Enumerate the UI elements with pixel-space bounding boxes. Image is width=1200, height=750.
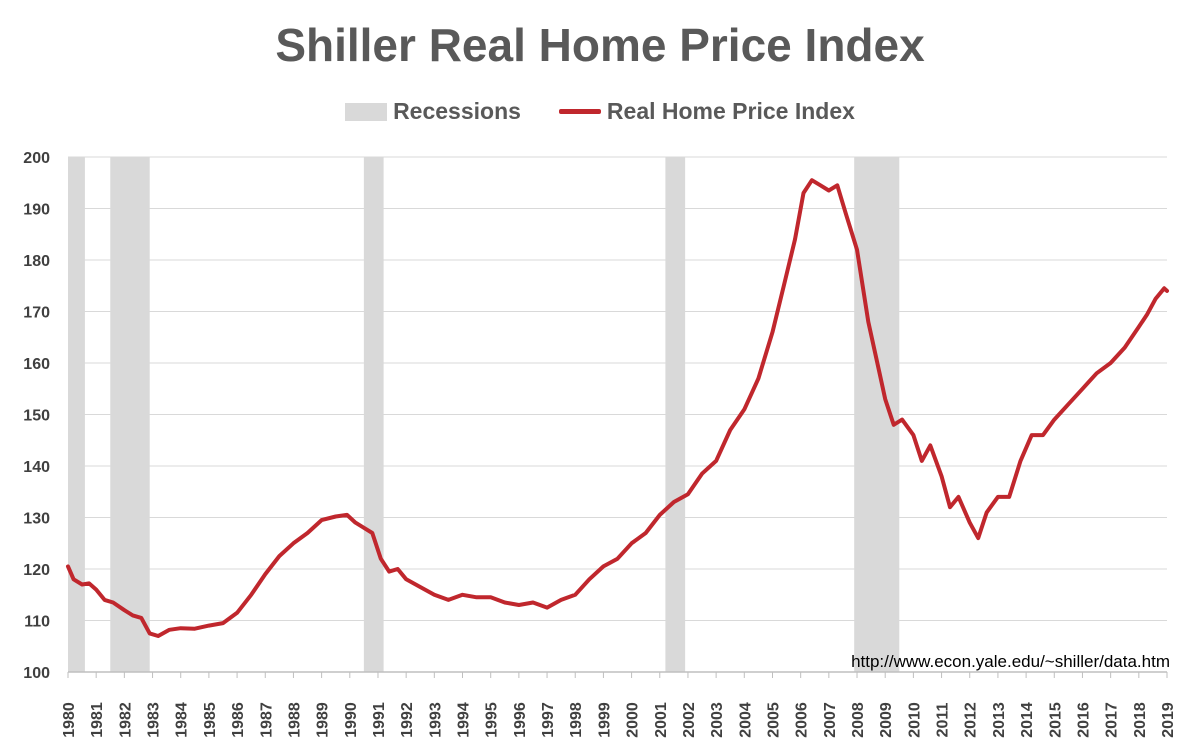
legend-item-recessions: Recessions [345,98,521,125]
y-tick-label: 120 [23,562,50,579]
x-tick-label: 1986 [230,702,247,738]
y-tick-label: 170 [23,305,50,322]
x-tick-label: 1993 [427,702,444,738]
x-tick-label: 2008 [850,702,867,738]
x-tick-label: 2001 [653,702,670,738]
x-tick-label: 1990 [343,702,360,738]
x-tick-label: 2002 [681,702,698,738]
source-annotation: http://www.econ.yale.edu/~shiller/data.h… [851,652,1170,671]
legend: Recessions Real Home Price Index [0,98,1200,125]
y-tick-label: 140 [23,459,50,476]
y-tick-label: 100 [23,665,50,682]
x-axis-ticks: 1980 1981 1982 1983 1984 1985 1986 1987 1988 1989… [61,672,1177,738]
y-tick-label: 160 [23,356,50,373]
x-tick-label: 1988 [286,702,303,738]
x-tick-label: 2018 [1132,702,1149,738]
y-tick-label: 110 [24,614,50,631]
x-tick-label: 2017 [1104,702,1121,738]
chart-title: Shiller Real Home Price Index [275,19,925,71]
x-tick-label: 1987 [258,702,275,738]
x-tick-label: 2007 [822,702,839,738]
legend-swatch-index [558,109,601,114]
x-tick-label: 2000 [625,702,642,738]
y-tick-label: 130 [23,511,50,528]
x-tick-label: 2015 [1047,702,1064,738]
legend-swatch-recessions [345,102,388,121]
series-layer [66,178,1169,638]
x-tick-label: 2014 [1019,702,1036,738]
y-tick-label: 180 [23,253,50,270]
x-tick-label: 1982 [117,702,134,738]
x-tick-label: 1992 [399,702,416,738]
x-tick-label: 1997 [540,702,557,738]
x-tick-label: 1980 [61,702,78,738]
x-tick-label: 2003 [709,702,726,738]
x-tick-label: 1985 [202,702,219,738]
gridlines [68,156,1167,673]
legend-label-index: Real Home Price Index [606,98,855,124]
x-tick-label: 2006 [794,702,811,738]
y-tick-label: 200 [23,150,50,167]
x-tick-label: 2019 [1160,702,1177,738]
x-tick-label: 2005 [765,702,782,738]
y-axis-ticks: 100 110 120 130 140 150 160 170 180 190 200 [23,150,50,682]
x-tick-label: 2012 [963,702,980,738]
x-tick-label: 1994 [456,702,473,738]
x-tick-label: 1983 [146,702,163,738]
x-tick-label: 1998 [568,702,585,738]
x-tick-label: 1981 [89,702,106,738]
x-tick-label: 2011 [935,703,952,738]
x-tick-label: 1995 [484,702,501,738]
x-tick-label: 2009 [878,702,895,738]
legend-item-index: Real Home Price Index [558,98,855,125]
legend-label-recessions: Recessions [393,98,521,124]
x-tick-label: 1989 [315,702,332,738]
x-tick-label: 2016 [1075,702,1092,738]
y-tick-label: 190 [23,202,50,219]
x-tick-label: 1984 [174,702,191,738]
y-tick-label: 150 [23,408,50,425]
x-tick-label: 2010 [906,702,923,738]
series-line-real-home-price-index [66,178,1169,638]
x-tick-label: 1991 [371,702,388,738]
x-tick-label: 2004 [737,702,754,738]
x-tick-label: 1996 [512,702,529,738]
x-tick-label: 2013 [991,702,1008,738]
x-tick-label: 1999 [596,702,613,738]
